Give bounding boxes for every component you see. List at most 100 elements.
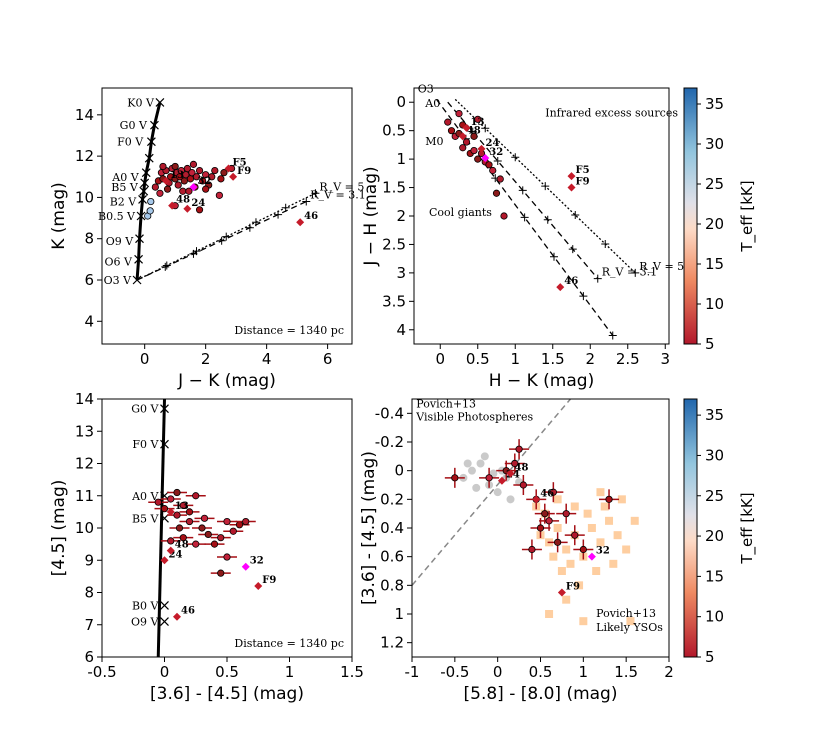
vector-marker <box>162 261 171 270</box>
source-point <box>489 166 497 175</box>
source-point <box>185 187 193 195</box>
x-tick-label: 0.5 <box>466 350 490 368</box>
photosphere-point <box>480 452 489 461</box>
hot-source-point <box>147 197 155 206</box>
x-tick-label: 3 <box>660 350 670 368</box>
y-axis-label: J − H (mag) <box>361 166 381 266</box>
spectral-type-label: O3 V <box>104 274 133 287</box>
source-point <box>211 166 219 175</box>
ms-marker <box>134 254 144 264</box>
y-tick-label: 8 <box>84 230 94 248</box>
source-point <box>179 501 187 510</box>
x-tick-label: 2.5 <box>616 350 640 368</box>
spectral-type-label: B0 V <box>132 599 160 612</box>
source-point <box>159 162 167 171</box>
yso-point <box>609 559 618 568</box>
special-source <box>587 552 596 561</box>
colorbar-tick-label: 25 <box>705 487 724 505</box>
main-sequence <box>135 102 162 281</box>
y-tick-label: -0.2 <box>375 433 404 451</box>
y-tick-label: 14 <box>75 106 94 124</box>
special-source <box>556 283 565 292</box>
yso-point <box>562 545 571 554</box>
special-source <box>229 172 238 181</box>
source-label: 48 <box>176 195 190 206</box>
x-tick-label: -0.5 <box>440 663 469 681</box>
panel-top-right: 0 0.5 1 1.5 2 2.5 3 0 0.5 1 1.5 2 2.5 3 3.5 4 H − K (mag… <box>361 83 684 391</box>
source-point <box>173 488 181 497</box>
photosphere-point <box>472 483 481 492</box>
source-point <box>167 495 175 503</box>
source-label: 13 <box>170 170 184 181</box>
vector-marker <box>222 232 231 241</box>
source-point <box>554 538 562 546</box>
colorbar-label: T_eff [kK] <box>738 492 757 564</box>
source-point <box>175 524 184 532</box>
y-tick-label: 0.5 <box>382 122 406 140</box>
y-tick-label: 6 <box>84 648 94 666</box>
special-source <box>497 476 506 485</box>
y-tick-label: 0.8 <box>380 576 404 594</box>
source-point <box>571 531 579 539</box>
y-tick-label: 7 <box>84 616 94 634</box>
colorbar-label: T_eff [kK] <box>738 180 757 252</box>
yso-point <box>553 495 562 504</box>
yso-point <box>545 610 554 618</box>
source-label: 48 <box>515 463 529 474</box>
vector-label: R_V = 5 <box>319 180 364 193</box>
colorbar-0: 5 10 15 20 25 30 35 T_eff [kK] <box>683 87 757 353</box>
colorbar-tick-label: 25 <box>705 175 724 193</box>
photosphere-point <box>476 459 485 468</box>
photosphere-point <box>506 495 515 504</box>
special-source <box>162 176 171 185</box>
y-tick-label: 10 <box>75 519 94 537</box>
special-source <box>458 132 467 141</box>
divider-line <box>411 398 572 586</box>
source-point <box>195 206 204 214</box>
source-point <box>474 155 482 163</box>
yso-point <box>587 524 596 532</box>
y-axis-label: [4.5] (mag) <box>49 480 69 577</box>
source-point <box>519 481 527 489</box>
ms-marker <box>160 600 169 610</box>
x-axis-label: H − K (mag) <box>489 371 594 391</box>
source-point <box>528 545 536 554</box>
source-point <box>220 169 228 177</box>
y-tick-label: -0.4 <box>375 404 404 422</box>
source-point <box>208 173 216 181</box>
special-source <box>481 153 490 162</box>
spectral-type-label: B5 V <box>132 512 160 525</box>
yso-point <box>626 617 635 626</box>
yso-point <box>592 567 601 575</box>
region-label: Povich+13 <box>596 607 656 620</box>
source-point <box>179 187 187 195</box>
x-axis-label: [3.6] - [4.5] (mag) <box>150 684 304 704</box>
colorbar-tick-label: 15 <box>705 567 724 585</box>
main-sequence <box>156 398 166 658</box>
yso-point <box>553 524 562 532</box>
spectral-type-label: F0 V <box>132 438 159 451</box>
vector-marker <box>281 203 290 212</box>
spectral-type-label: B5 V <box>111 181 139 194</box>
special-source <box>567 172 576 181</box>
spectral-type-label: F0 V <box>117 136 144 149</box>
colorbar <box>683 398 698 658</box>
x-tick-label: -0.5 <box>87 663 116 681</box>
y-tick-label: 1 <box>394 605 404 623</box>
source-label: 32 <box>596 546 610 557</box>
special-source <box>168 201 177 210</box>
source-point <box>579 545 587 554</box>
special-source <box>183 204 192 213</box>
yso-point <box>566 559 575 568</box>
x-tick-label: 0 <box>435 350 445 368</box>
special-source <box>173 612 181 621</box>
source-point <box>470 132 478 140</box>
source-point <box>183 164 191 173</box>
spectral-type-label: B0.5 V <box>98 210 136 223</box>
vector-marker <box>481 124 490 133</box>
y-tick-label: 1.5 <box>382 179 406 197</box>
yso-point <box>596 488 605 497</box>
special-source <box>241 562 250 571</box>
vector-marker <box>520 213 529 222</box>
x-axis-label: J − K (mag) <box>177 371 276 391</box>
